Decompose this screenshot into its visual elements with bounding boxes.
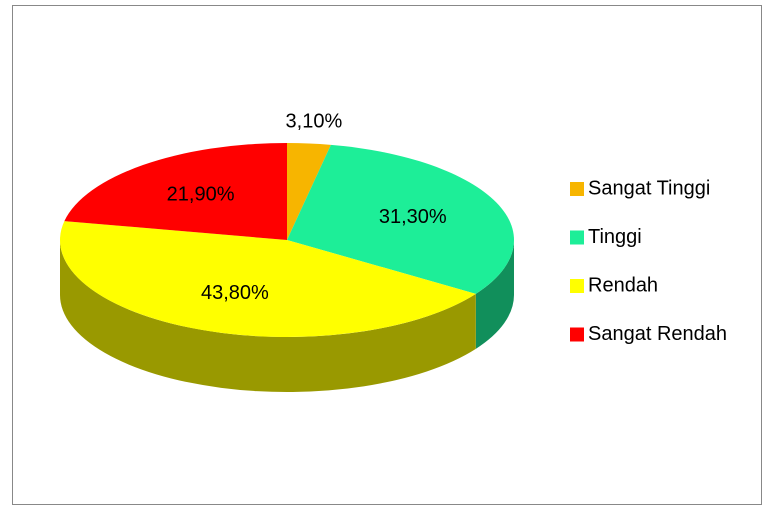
legend-swatch (570, 279, 584, 293)
legend-label: Sangat Rendah (588, 323, 727, 345)
pie-side (475, 240, 514, 349)
pie-side (60, 240, 476, 392)
data-label: 43,80% (201, 282, 269, 304)
pie-slice (60, 221, 476, 337)
legend-label: Rendah (588, 274, 658, 296)
pie-slice (287, 143, 331, 240)
data-label: 21,90% (167, 183, 235, 205)
data-label: 3,10% (286, 111, 343, 133)
legend-swatch (570, 327, 584, 342)
pie-slice (64, 143, 287, 240)
legend-swatch (570, 230, 584, 245)
data-label: 31,30% (379, 206, 447, 228)
pie-slice (287, 144, 514, 294)
legend-label: Sangat Tinggi (588, 177, 710, 199)
legend-label: Tinggi (588, 226, 642, 248)
legend-swatch (570, 182, 584, 196)
